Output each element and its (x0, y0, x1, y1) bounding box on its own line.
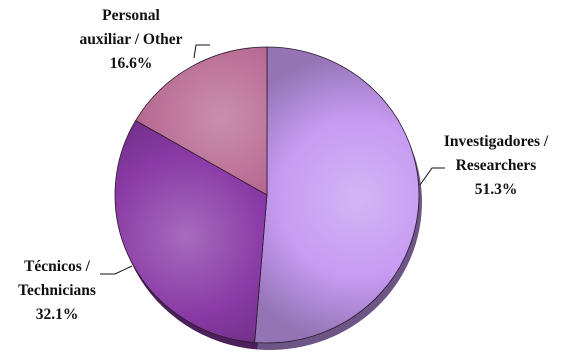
pie-slice-technicians (114, 119, 268, 343)
pie-slice-researchers (254, 46, 420, 344)
slice-value-researchers: 51.3% (475, 181, 518, 198)
slice-label-other-line1: Personal (102, 7, 160, 24)
leader-line-technicians (100, 265, 133, 275)
slice-label-researchers-line2: Researchers (456, 157, 537, 174)
slice-value-other: 16.6% (110, 55, 153, 72)
pie-slice-other (135, 46, 268, 196)
pie-slices (114, 46, 420, 344)
slice-labels: Investigadores / Researchers 51.3% Técni… (18, 7, 549, 323)
slice-value-technicians: 32.1% (36, 306, 79, 323)
leader-line-other (193, 44, 210, 59)
slice-label-other-line2: auxiliar / Other (79, 31, 182, 48)
slice-label-technicians-line2: Technicians (18, 282, 96, 299)
slice-label-researchers-line1: Investigadores / (444, 133, 549, 150)
slice-label-technicians-line1: Técnicos / (24, 258, 91, 275)
leader-lines (100, 44, 445, 275)
leader-line-researchers (419, 167, 445, 186)
